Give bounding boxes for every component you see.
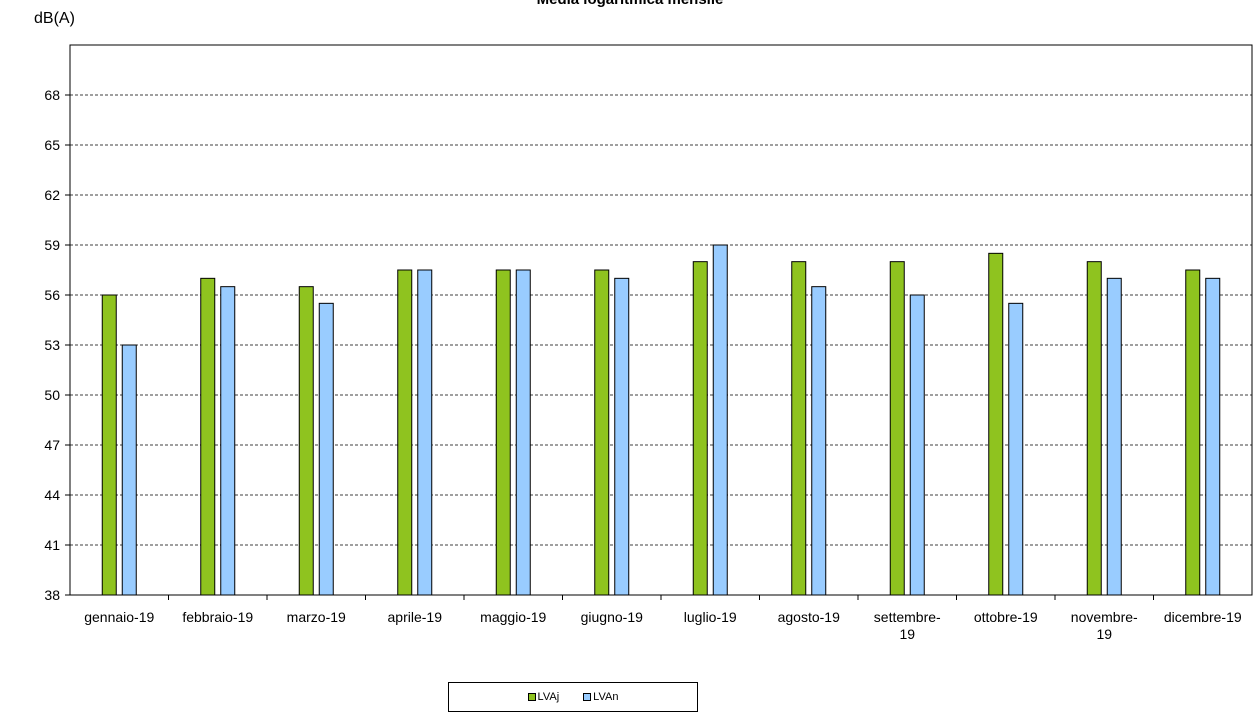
- bars: [101, 244, 1221, 596]
- legend: LVAj LVAn: [448, 682, 698, 712]
- y-tick-label: 41: [44, 537, 60, 553]
- legend-swatch-lvan: [583, 693, 592, 701]
- x-tick-label: marzo-19: [287, 609, 346, 625]
- x-tick-label: 19: [1096, 626, 1112, 642]
- bar-lvaj: [397, 269, 413, 596]
- x-tick-label: novembre-: [1071, 609, 1138, 625]
- bar-lvan: [318, 302, 334, 596]
- y-tick-label: 59: [44, 237, 60, 253]
- y-tick-label: 62: [44, 187, 60, 203]
- bar-lvaj: [889, 261, 905, 596]
- x-tick-label: ottobre-19: [974, 609, 1038, 625]
- bar-lvan: [1205, 277, 1221, 596]
- bar-lvaj: [101, 294, 117, 596]
- bar-lvaj: [200, 277, 216, 596]
- chart-title: Media logaritmica mensile: [0, 0, 1260, 8]
- x-tick-label: settembre-: [874, 609, 941, 625]
- bar-lvaj: [1185, 269, 1201, 596]
- bar-lvaj: [1086, 261, 1102, 596]
- bar-lvaj: [594, 269, 610, 596]
- x-tick-label: luglio-19: [684, 609, 737, 625]
- y-tick-label: 44: [44, 487, 60, 503]
- bar-lvaj: [988, 252, 1004, 596]
- bar-lvan: [909, 294, 925, 596]
- legend-entry-lvaj: LVAj: [527, 691, 560, 703]
- x-tick-label: febbraio-19: [182, 609, 253, 625]
- x-tick-label: 19: [899, 626, 915, 642]
- legend-swatch-lvaj: [527, 693, 536, 701]
- bar-lvan: [811, 286, 827, 596]
- y-tick-label: 38: [44, 587, 60, 603]
- bar-lvan: [515, 269, 531, 596]
- tick-labels: 38 41 44 47 50 53 56 59 62 65 68 gennaio-19 febbraio…: [44, 87, 1241, 642]
- y-tick-label: 53: [44, 337, 60, 353]
- y-tick-label: 50: [44, 387, 60, 403]
- y-tick-label: 56: [44, 287, 60, 303]
- bar-lvaj: [692, 261, 708, 596]
- bar-lvan: [220, 286, 236, 596]
- x-tick-label: gennaio-19: [84, 609, 154, 625]
- axes: [65, 44, 1253, 600]
- y-tick-label: 65: [44, 137, 60, 153]
- legend-entry-lvan: LVAn: [583, 691, 618, 703]
- x-tick-label: aprile-19: [388, 609, 443, 625]
- x-tick-label: maggio-19: [480, 609, 546, 625]
- plot-area-frame: [69, 44, 1253, 596]
- bar-lvan: [712, 244, 728, 596]
- bar-lvan: [417, 269, 433, 596]
- legend-label-lvan: LVAn: [593, 691, 619, 703]
- bar-lvaj: [298, 286, 314, 596]
- bar-lvaj: [495, 269, 511, 596]
- bar-lvan: [1106, 277, 1122, 596]
- bar-lvaj: [791, 261, 807, 596]
- bar-lvan: [614, 277, 630, 596]
- gridlines: [70, 94, 1252, 546]
- y-axis-unit-label: dB(A): [34, 10, 75, 27]
- x-tick-label: agosto-19: [778, 609, 840, 625]
- x-tick-label: dicembre-19: [1164, 609, 1242, 625]
- y-tick-label: 68: [44, 87, 60, 103]
- y-tick-label: 47: [44, 437, 60, 453]
- x-tick-label: giugno-19: [581, 609, 643, 625]
- bar-lvan: [121, 344, 137, 596]
- legend-label-lvaj: LVAj: [537, 691, 560, 703]
- bar-lvan: [1008, 302, 1024, 596]
